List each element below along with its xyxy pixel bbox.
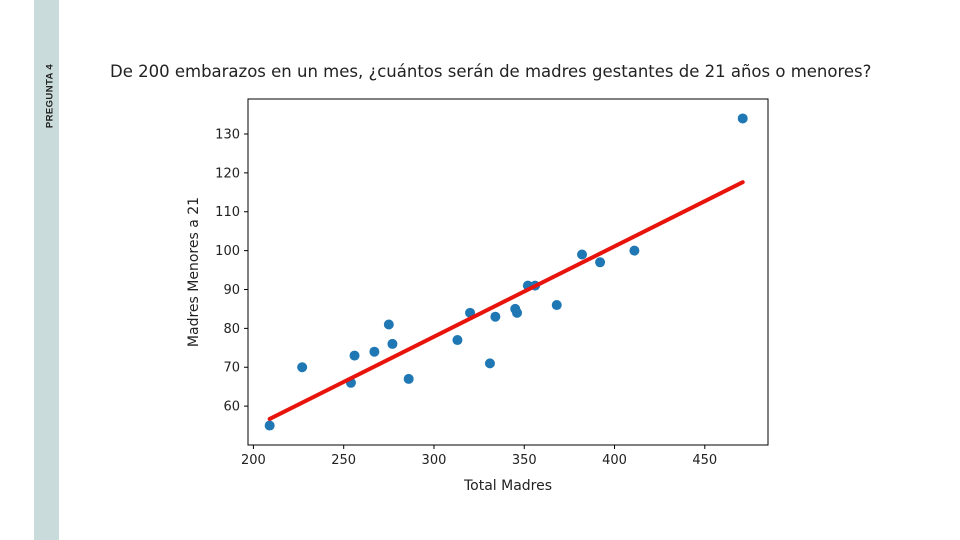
y-tick-label: 90 [223,283,240,298]
data-point [387,338,398,349]
data-point [297,362,308,373]
y-tick-label: 130 [215,127,240,142]
y-tick-label: 70 [223,361,240,376]
plot-frame [247,98,769,446]
x-tick-label: 350 [512,453,537,468]
data-point [369,346,380,357]
y-tick-label: 80 [223,322,240,337]
data-point [383,319,394,330]
x-axis-label: Total Madres [463,478,552,494]
x-tick-label: 250 [331,453,356,468]
y-tick-label: 60 [223,400,240,415]
data-point [484,358,495,369]
data-point [629,245,640,256]
data-point [512,307,523,318]
side-bar [34,0,59,540]
y-axis-label: Madres Menores a 21 [186,197,202,347]
x-tick-label: 300 [422,453,447,468]
data-point [403,373,414,384]
data-point [349,350,360,361]
question-text: De 200 embarazos en un mes, ¿cuántos ser… [110,62,872,81]
data-point [595,257,606,268]
data-point [264,420,275,431]
x-tick-label: 400 [602,453,627,468]
data-point [737,113,748,124]
y-tick-label: 100 [215,244,240,259]
regression-line [267,180,745,421]
x-tick-label: 200 [241,453,266,468]
data-point [551,300,562,311]
y-tick-label: 120 [215,166,240,181]
x-tick-label: 450 [692,453,717,468]
data-point [490,311,501,322]
data-point [577,249,588,260]
data-point [452,335,463,346]
y-tick-label: 110 [215,205,240,220]
